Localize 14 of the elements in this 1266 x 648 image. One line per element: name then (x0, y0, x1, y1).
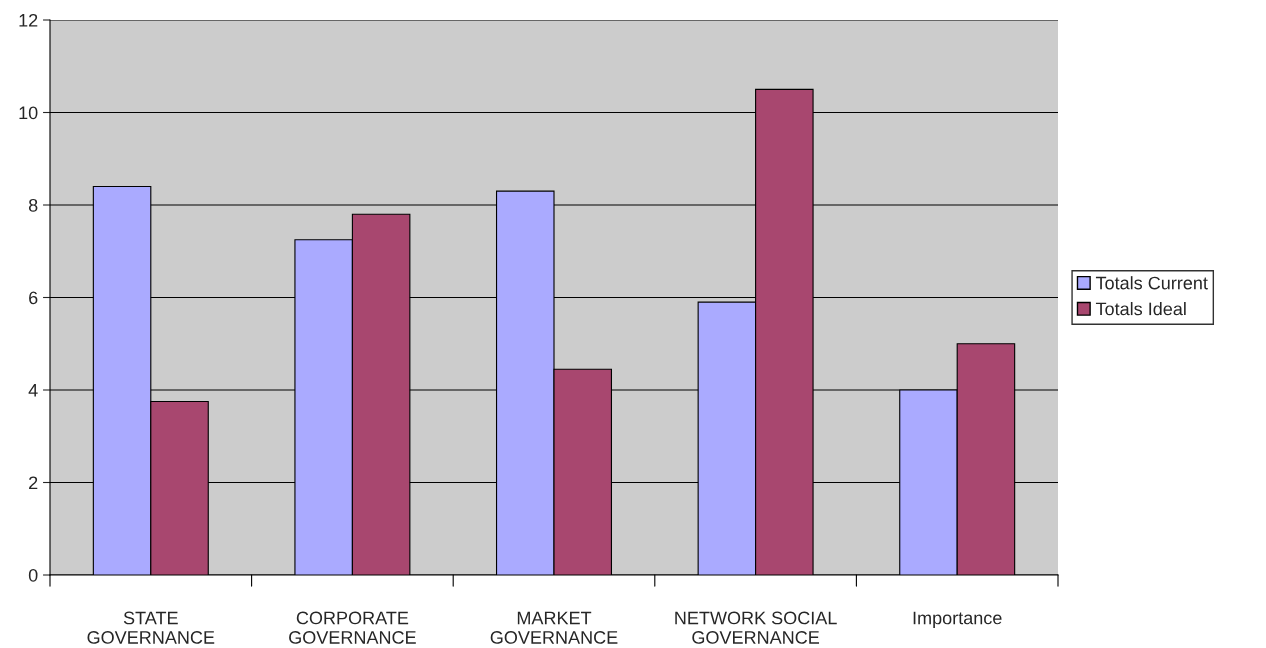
legend-label: Totals Current (1095, 276, 1208, 290)
x-tick-label: NETWORK SOCIAL GOVERNANCE (675, 611, 837, 644)
legend-label: Totals Ideal (1095, 302, 1186, 316)
y-tick-label: 12 (19, 13, 38, 27)
x-tick-label: MARKET GOVERNANCE (490, 611, 618, 644)
y-tick-label: 2 (29, 476, 38, 490)
y-tick-label: 8 (28, 198, 38, 212)
x-tick-label: CORPORATE GOVERNANCE (289, 611, 416, 644)
y-tick-label: 10 (19, 106, 38, 120)
y-tick-label: 0 (28, 568, 38, 582)
x-tick-label: STATE GOVERNANCE (87, 611, 215, 644)
x-tick-label: Importance (913, 611, 1002, 628)
y-tick-label: 4 (28, 384, 38, 397)
y-tick-label: 6 (29, 291, 38, 305)
